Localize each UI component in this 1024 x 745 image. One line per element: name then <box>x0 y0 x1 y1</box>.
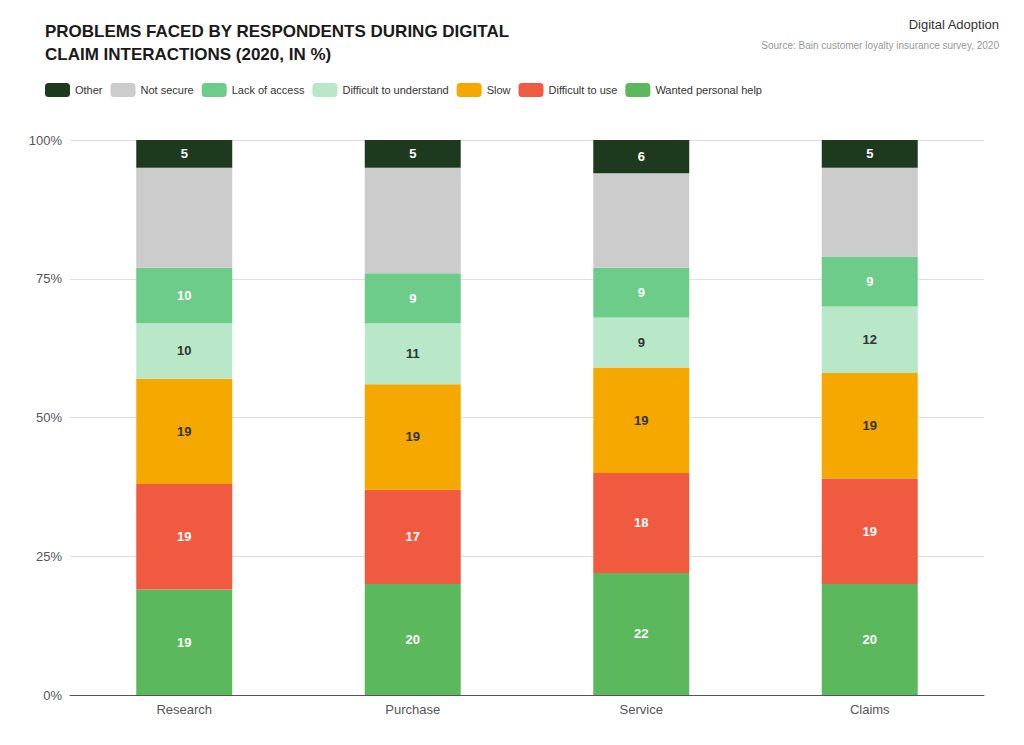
svg-text:Lack of access: Lack of access <box>232 84 305 96</box>
svg-text:Difficult to understand: Difficult to understand <box>342 84 448 96</box>
svg-text:10: 10 <box>177 288 191 303</box>
svg-text:25%: 25% <box>36 549 62 564</box>
svg-text:11: 11 <box>406 346 420 361</box>
svg-text:6: 6 <box>638 149 645 164</box>
svg-text:9: 9 <box>409 291 416 306</box>
svg-text:Not secure: Not secure <box>141 84 194 96</box>
svg-text:Research: Research <box>156 702 212 717</box>
svg-text:5: 5 <box>181 146 188 161</box>
svg-text:Digital Adoption: Digital Adoption <box>909 17 999 32</box>
svg-text:5: 5 <box>866 146 873 161</box>
svg-text:75%: 75% <box>36 271 62 286</box>
svg-text:5: 5 <box>409 146 416 161</box>
svg-text:Purchase: Purchase <box>385 702 440 717</box>
svg-text:10: 10 <box>177 343 191 358</box>
svg-text:Source: Bain customer loyalty: Source: Bain customer loyalty insurance … <box>761 40 999 51</box>
svg-text:22: 22 <box>634 626 648 641</box>
svg-text:Slow: Slow <box>487 84 511 96</box>
svg-text:Other: Other <box>75 84 103 96</box>
svg-text:9: 9 <box>638 285 645 300</box>
svg-text:100%: 100% <box>29 133 63 148</box>
svg-text:Difficult to use: Difficult to use <box>548 84 617 96</box>
svg-text:19: 19 <box>406 429 420 444</box>
svg-text:20: 20 <box>863 632 877 647</box>
svg-text:19: 19 <box>863 418 877 433</box>
svg-text:12: 12 <box>863 332 877 347</box>
svg-text:18: 18 <box>634 515 648 530</box>
svg-text:CLAIM INTERACTIONS (2020, IN %: CLAIM INTERACTIONS (2020, IN %) <box>45 45 331 64</box>
svg-text:19: 19 <box>863 524 877 539</box>
svg-text:19: 19 <box>177 424 191 439</box>
svg-text:PROBLEMS FACED BY RESPONDENTS: PROBLEMS FACED BY RESPONDENTS DURING DIG… <box>45 22 509 41</box>
svg-text:17: 17 <box>406 529 420 544</box>
svg-text:0%: 0% <box>43 688 62 703</box>
svg-text:19: 19 <box>177 635 191 650</box>
svg-text:Wanted personal help: Wanted personal help <box>655 84 762 96</box>
svg-text:9: 9 <box>866 274 873 289</box>
svg-text:50%: 50% <box>36 410 62 425</box>
svg-text:20: 20 <box>406 632 420 647</box>
svg-text:Service: Service <box>620 702 663 717</box>
svg-text:9: 9 <box>638 335 645 350</box>
svg-text:19: 19 <box>177 529 191 544</box>
svg-text:Claims: Claims <box>850 702 890 717</box>
svg-text:19: 19 <box>634 413 648 428</box>
